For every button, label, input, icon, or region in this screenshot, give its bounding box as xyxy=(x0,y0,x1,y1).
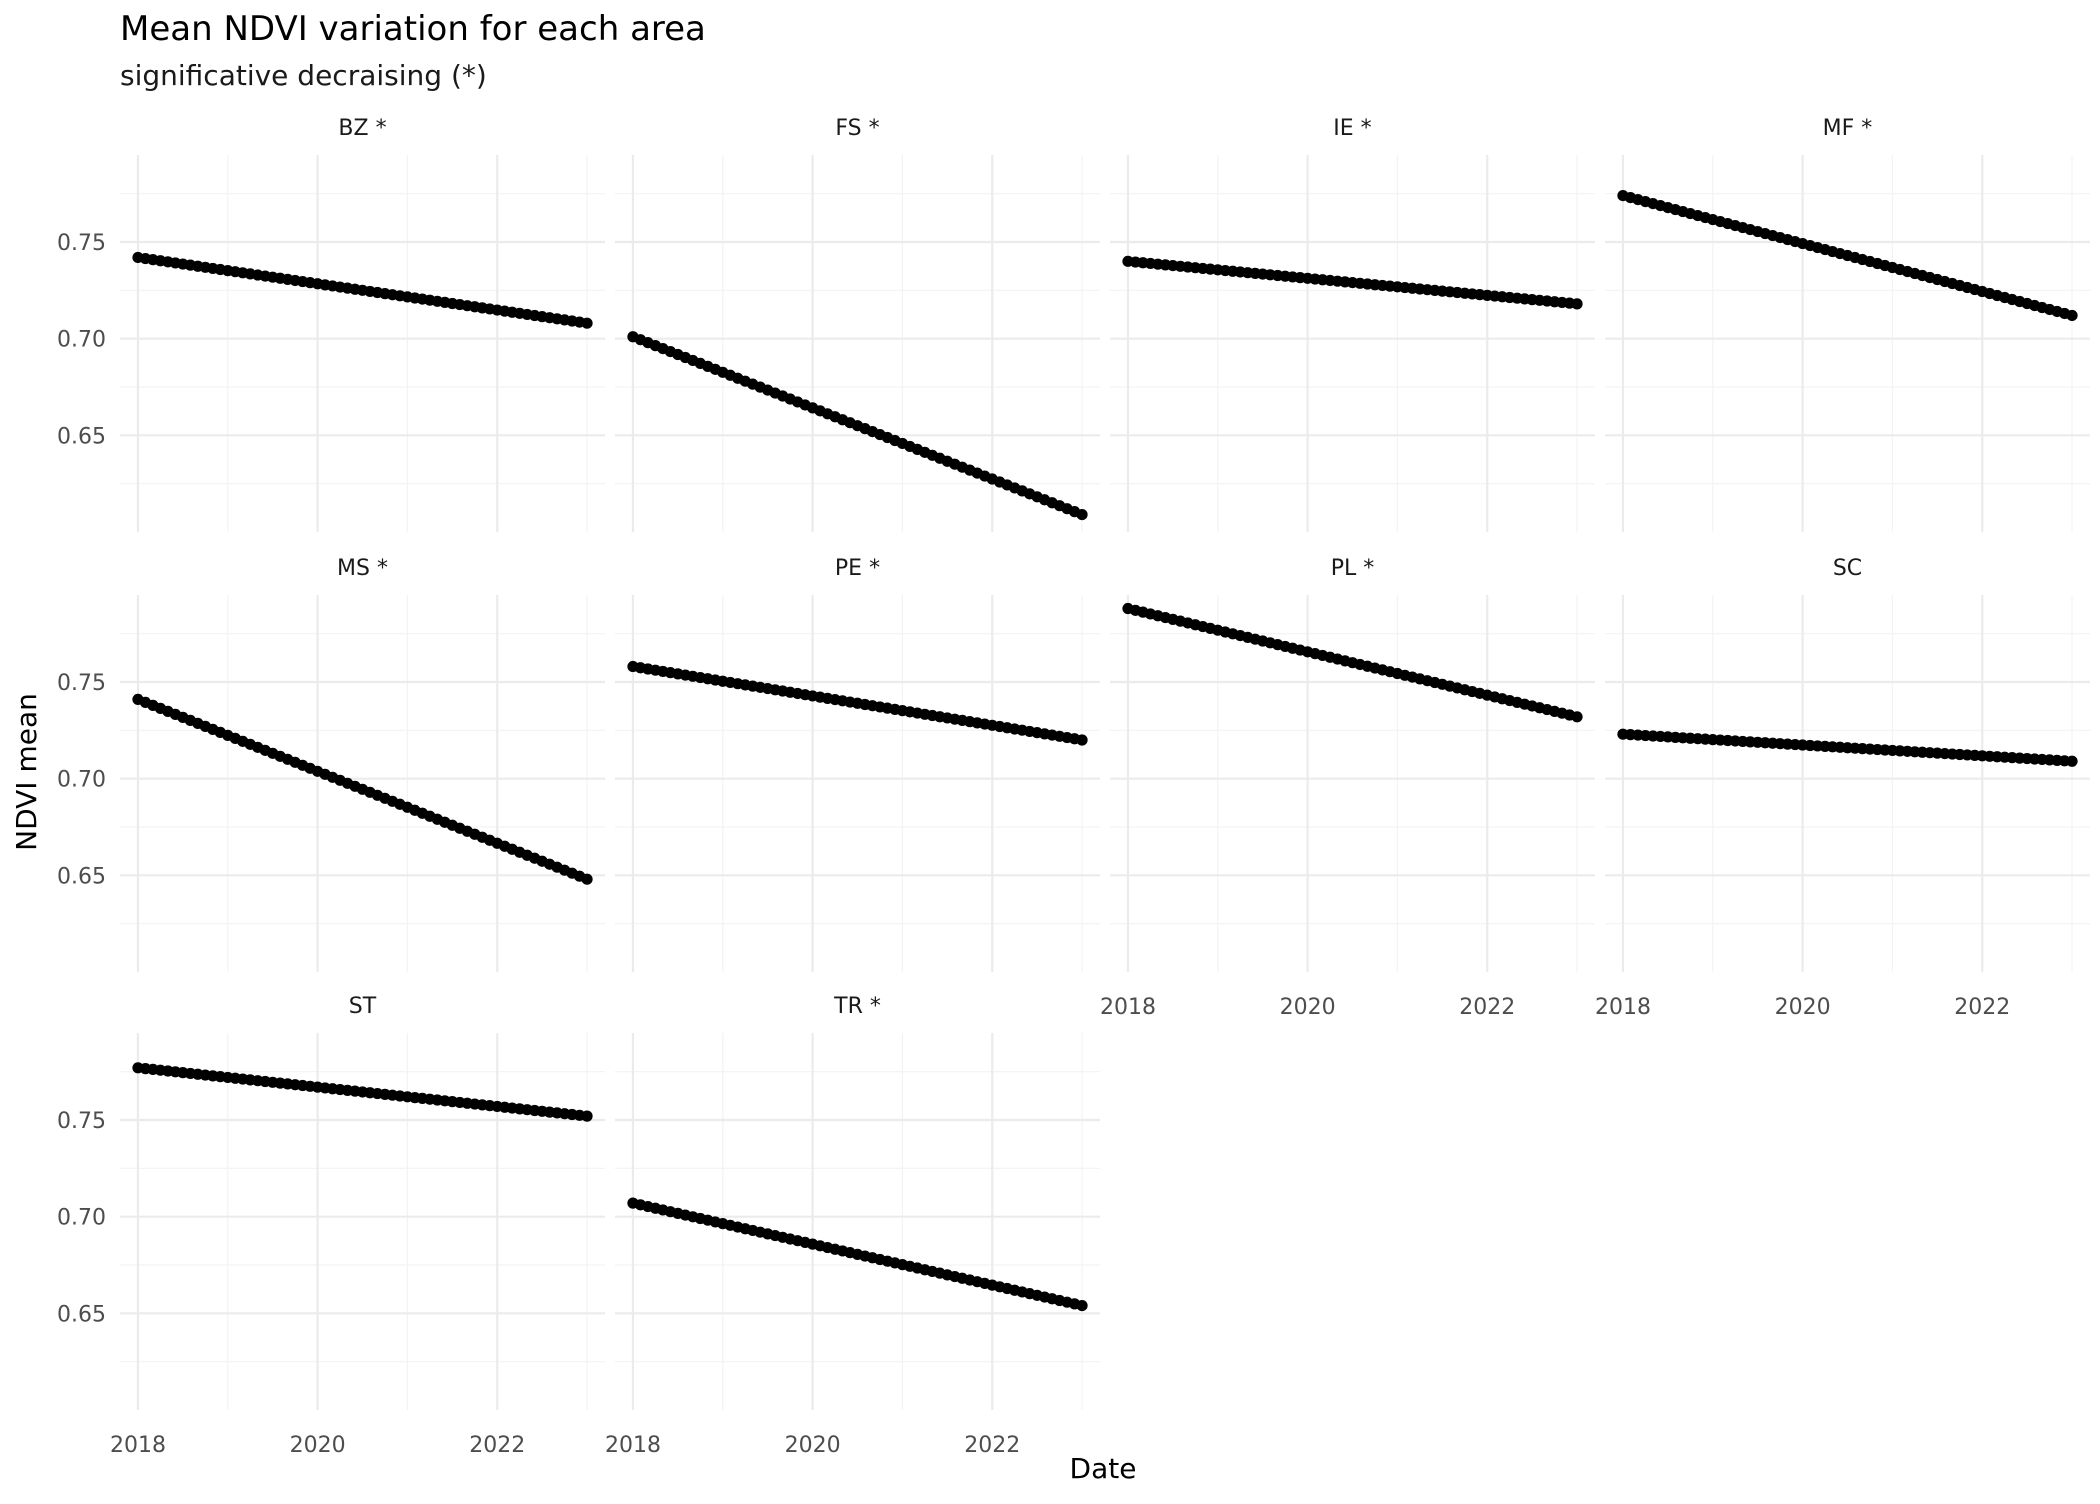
x-tick-label: 2020 xyxy=(290,1433,346,1458)
y-tick-label: 0.70 xyxy=(57,1206,106,1231)
x-tick-label: 2022 xyxy=(1459,995,1515,1020)
chart-subtitle: significative decraising (*) xyxy=(120,59,487,92)
x-tick-label: 2022 xyxy=(964,1433,1020,1458)
data-point xyxy=(2066,755,2078,767)
facet-strip-label: FS * xyxy=(835,116,879,141)
facet-strip-label: PL * xyxy=(1331,556,1375,581)
y-tick-label: 0.75 xyxy=(57,1109,106,1134)
facet-strip-label: BZ * xyxy=(338,116,386,141)
facet-strip-label: PE * xyxy=(835,556,880,581)
facet-panel-tr: TR * 2018 2020 2022 xyxy=(605,994,1100,1458)
x-axis-title: Date xyxy=(1070,1452,1137,1485)
x-tick-label: 2022 xyxy=(1954,995,2010,1020)
facet-panel-fs: FS * xyxy=(615,116,1100,532)
x-tick-label: 2020 xyxy=(1280,995,1336,1020)
chart-title: Mean NDVI variation for each area xyxy=(120,9,706,49)
facet-panel-pe: PE * xyxy=(615,556,1100,972)
facet-panel-ie: IE * xyxy=(1110,116,1595,532)
data-point xyxy=(581,873,593,885)
y-tick-label: 0.65 xyxy=(57,864,106,889)
facet-strip-label: TR * xyxy=(833,994,881,1019)
facet-strip-label: SC xyxy=(1833,556,1862,581)
data-point xyxy=(581,1110,593,1122)
facet-panel-st: ST 0.65 0.70 0.75 2018 2020 2022 xyxy=(57,994,605,1458)
facet-panel-bz: BZ * 0.65 0.70 0.75 xyxy=(57,116,605,532)
data-point xyxy=(1571,711,1583,723)
x-tick-label: 2018 xyxy=(1595,995,1651,1020)
x-tick-label: 2018 xyxy=(1100,995,1156,1020)
facet-strip-label: IE * xyxy=(1333,116,1371,141)
facet-panel-sc: SC 2018 2020 2022 xyxy=(1595,556,2090,1020)
facet-panels: BZ * 0.65 0.70 0.75 FS * IE * MF * MS * 0.65 0.70… xyxy=(57,116,2090,1458)
facet-panel-pl: PL * 2018 2020 2022 xyxy=(1100,556,1595,1020)
data-point xyxy=(1571,298,1583,310)
data-point xyxy=(581,317,593,329)
x-tick-label: 2018 xyxy=(605,1433,661,1458)
y-tick-label: 0.75 xyxy=(57,231,106,256)
x-tick-label: 2020 xyxy=(1775,995,1831,1020)
y-tick-label: 0.75 xyxy=(57,671,106,696)
facet-panel-mf: MF * xyxy=(1605,116,2090,532)
y-tick-label: 0.65 xyxy=(57,1302,106,1327)
data-point xyxy=(2066,309,2078,322)
data-point xyxy=(1076,508,1088,521)
data-point xyxy=(1076,734,1088,746)
x-tick-label: 2018 xyxy=(110,1433,166,1458)
facet-strip-label: MS * xyxy=(337,556,388,581)
x-tick-label: 2020 xyxy=(785,1433,841,1458)
y-axis-title: NDVI mean xyxy=(10,693,43,851)
facet-strip-label: MF * xyxy=(1823,116,1873,141)
y-tick-label: 0.70 xyxy=(57,768,106,793)
facet-panel-ms: MS * 0.65 0.70 0.75 xyxy=(57,556,605,972)
data-point xyxy=(1076,1300,1088,1312)
y-tick-label: 0.70 xyxy=(57,328,106,353)
facet-strip-label: ST xyxy=(349,994,377,1019)
x-tick-label: 2022 xyxy=(469,1433,525,1458)
y-tick-label: 0.65 xyxy=(57,424,106,449)
